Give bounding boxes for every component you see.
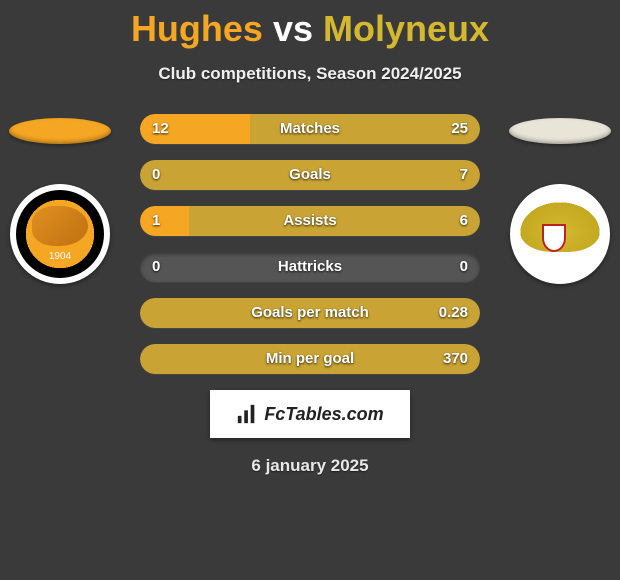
date-text: 6 january 2025 [0,456,620,476]
stat-label: Min per goal [140,344,480,374]
footer-badge[interactable]: FcTables.com [210,390,410,438]
bars-icon [236,403,258,425]
stat-row: Min per goal370 [140,344,480,374]
brand-text: FcTables.com [264,404,383,425]
stat-label: Goals [140,160,480,190]
player1-ellipse [9,118,111,144]
stat-label: Assists [140,206,480,236]
right-side [500,114,620,284]
subtitle: Club competitions, Season 2024/2025 [0,64,620,84]
content-area: 12Matches250Goals71Assists60Hattricks0Go… [0,114,620,476]
fctables-logo: FcTables.com [236,403,383,425]
right-value: 25 [451,114,468,144]
player2-name: Molyneux [323,8,489,49]
stat-label: Hattricks [140,252,480,282]
stat-row: 1Assists6 [140,206,480,236]
shield-icon [542,224,566,252]
tiger-icon [32,206,88,246]
right-value: 370 [443,344,468,374]
left-side [0,114,120,284]
right-value: 0.28 [439,298,468,328]
player1-crest [10,184,110,284]
stat-row: 12Matches25 [140,114,480,144]
player1-name: Hughes [131,8,263,49]
stat-label: Matches [140,114,480,144]
stat-row: Goals per match0.28 [140,298,480,328]
stat-bars: 12Matches250Goals71Assists60Hattricks0Go… [140,114,480,374]
comparison-card: Hughes vs Molyneux Club competitions, Se… [0,0,620,476]
vs-label: vs [273,8,313,49]
stat-row: 0Goals7 [140,160,480,190]
right-value: 7 [460,160,468,190]
stat-row: 0Hattricks0 [140,252,480,282]
right-value: 6 [460,206,468,236]
player2-crest [510,184,610,284]
right-value: 0 [460,252,468,282]
player2-ellipse [509,118,611,144]
stat-label: Goals per match [140,298,480,328]
page-title: Hughes vs Molyneux [0,8,620,50]
